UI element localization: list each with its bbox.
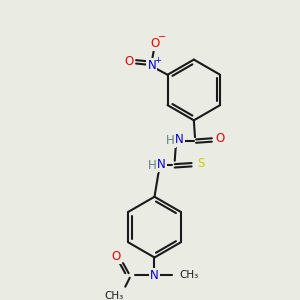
Text: H: H — [166, 134, 175, 147]
Text: N: N — [147, 59, 156, 72]
Text: +: + — [154, 56, 161, 65]
Text: N: N — [157, 158, 166, 171]
Text: −: − — [158, 32, 166, 41]
Text: CH₃: CH₃ — [179, 271, 199, 281]
Text: S: S — [197, 157, 204, 170]
Text: CH₃: CH₃ — [104, 291, 124, 300]
Text: O: O — [125, 55, 134, 68]
Text: O: O — [112, 250, 121, 263]
Text: H: H — [148, 159, 157, 172]
Text: N: N — [175, 133, 184, 146]
Text: N: N — [150, 269, 159, 282]
Text: O: O — [215, 132, 224, 146]
Text: O: O — [151, 37, 160, 50]
